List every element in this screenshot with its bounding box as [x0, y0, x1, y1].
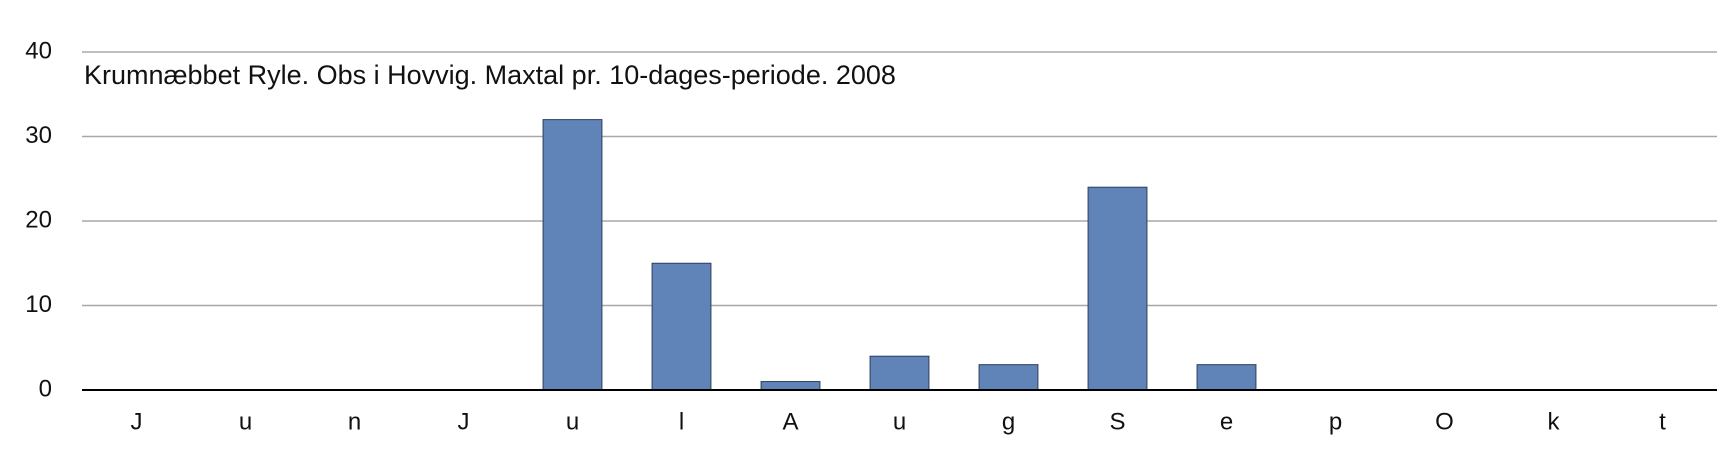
- chart-title: Krumnæbbet Ryle. Obs i Hovvig. Maxtal pr…: [84, 60, 896, 90]
- x-tick-label: u: [239, 408, 252, 435]
- bar: [651, 262, 712, 391]
- x-tick-label: S: [1109, 408, 1125, 435]
- x-tick-label: k: [1548, 408, 1561, 435]
- x-tick-label: e: [1220, 408, 1233, 435]
- x-tick-label: J: [131, 408, 143, 435]
- x-tick-label: l: [679, 408, 684, 435]
- y-tick-label: 10: [25, 291, 52, 318]
- x-tick-label: A: [782, 408, 798, 435]
- bar: [1196, 364, 1257, 391]
- y-tick-label: 0: [39, 375, 52, 402]
- x-tick-label: O: [1435, 408, 1454, 435]
- x-tick-label: u: [566, 408, 579, 435]
- y-tick-label: 30: [25, 122, 52, 149]
- bar: [869, 355, 930, 391]
- x-tick-label: p: [1329, 408, 1342, 435]
- x-tick-label: J: [458, 408, 470, 435]
- bar: [1087, 186, 1148, 391]
- bar: [542, 119, 603, 391]
- x-tick-label: g: [1002, 408, 1015, 435]
- x-tick-label: t: [1659, 408, 1666, 435]
- x-tick-label: u: [893, 408, 906, 435]
- bar: [978, 364, 1039, 391]
- bar: [760, 381, 821, 391]
- y-tick-label: 20: [25, 206, 52, 233]
- y-tick-label: 40: [25, 37, 52, 64]
- x-tick-label: n: [348, 408, 361, 435]
